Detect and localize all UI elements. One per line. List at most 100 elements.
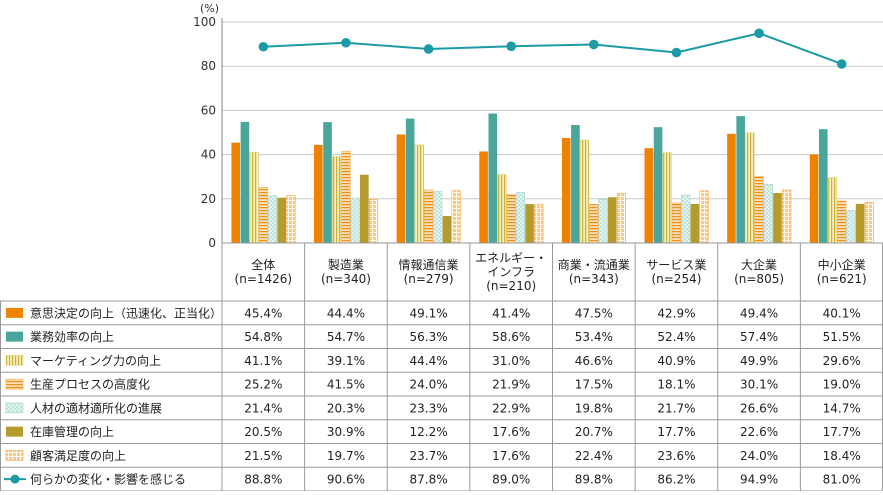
bar-3-2 [332, 156, 342, 244]
legend-swatch-3 [5, 355, 24, 366]
table-cell-5-5: 19.8% [575, 401, 613, 415]
legend-label-7: 顧客満足度の向上 [30, 448, 126, 463]
table-cell-3-4: 31.0% [492, 354, 530, 368]
legend-swatch-4 [5, 378, 24, 390]
table-cell-4-2: 41.5% [327, 378, 365, 392]
bar-6-5 [607, 197, 617, 243]
y-tick-label: 40 [201, 148, 216, 162]
table-cell-8-7: 94.9% [740, 473, 778, 487]
table-cell-6-7: 22.6% [740, 425, 778, 439]
bar-6-7 [773, 193, 782, 243]
table-cell-1-5: 47.5% [575, 306, 613, 320]
table-cell-6-5: 20.7% [575, 425, 613, 439]
bar-1-1 [231, 142, 241, 243]
bar-1-8 [809, 154, 819, 243]
table-cell-8-4: 89.0% [492, 473, 530, 487]
line-point-6 [671, 47, 682, 58]
table-cell-7-3: 23.7% [410, 449, 448, 463]
table-cell-5-8: 14.7% [823, 401, 861, 415]
bar-4-6 [671, 202, 682, 244]
legend-label-6: 在庫管理の向上 [30, 424, 114, 439]
bar-7-2 [368, 199, 379, 244]
table-cell-7-8: 18.4% [823, 449, 861, 463]
category-label-6: サービス業(n=254) [646, 258, 706, 286]
bar-3-5 [580, 139, 590, 244]
bar-3-4 [497, 174, 507, 244]
table-cell-7-5: 22.4% [575, 449, 613, 463]
bar-1-6 [644, 148, 654, 243]
table-cell-3-3: 44.4% [410, 354, 448, 368]
bar-3-8 [827, 177, 838, 244]
legend-label-8: 何らかの変化・影響を感じる [30, 472, 186, 487]
table-cell-4-7: 30.1% [740, 378, 778, 392]
table-cell-4-5: 17.5% [575, 378, 613, 392]
bar-5-1 [267, 195, 278, 244]
y-unit-label: (%) [200, 2, 219, 15]
table-cell-4-3: 24.0% [410, 378, 448, 392]
bar-2-7 [736, 116, 745, 243]
bar-7-5 [616, 193, 627, 244]
bar-1-5 [561, 138, 571, 243]
table-cell-3-5: 46.6% [575, 354, 613, 368]
bar-5-4 [515, 192, 525, 244]
table-cell-1-3: 49.1% [410, 306, 448, 320]
legend-swatch-2 [6, 331, 23, 342]
table-cell-7-4: 17.6% [492, 449, 530, 463]
table-cell-3-2: 39.1% [327, 354, 365, 368]
table-cell-5-6: 21.7% [657, 401, 695, 415]
category-label-7: 大企業(n=805) [734, 257, 784, 286]
legend-swatch-6 [6, 426, 23, 437]
line-point-7 [754, 28, 764, 39]
table-cell-2-8: 51.5% [823, 330, 861, 344]
bar-4-4 [506, 194, 516, 244]
line-point-5 [589, 39, 599, 50]
table-cell-3-7: 49.9% [740, 354, 778, 368]
table-cell-8-3: 87.8% [410, 473, 448, 487]
bar-2-5 [571, 124, 580, 243]
bar-7-4 [534, 203, 544, 244]
bar-5-8 [846, 210, 856, 244]
legend-label-2: 業務効率の向上 [30, 329, 114, 344]
bar-4-3 [423, 189, 434, 244]
table-cell-6-6: 17.7% [657, 425, 695, 439]
table-cell-5-7: 26.6% [740, 401, 778, 415]
table-cell-8-5: 89.8% [575, 473, 613, 487]
bar-2-2 [323, 122, 332, 243]
table-cell-3-8: 29.6% [823, 354, 861, 368]
table-cell-8-8: 81.0% [823, 473, 861, 487]
bar-6-4 [525, 204, 534, 243]
bar-1-4 [479, 151, 488, 243]
bar-6-2 [360, 174, 369, 243]
bar-1-3 [396, 134, 406, 243]
line-point-3 [423, 44, 434, 54]
table-cell-6-2: 30.9% [327, 425, 365, 439]
bar-3-1 [249, 151, 259, 244]
table-cell-5-3: 23.3% [410, 401, 448, 415]
bar-4-2 [341, 150, 351, 244]
y-tick-label: 100 [193, 15, 216, 29]
table-cell-4-8: 19.0% [823, 378, 861, 392]
category-label-3: 情報通信業(n=279) [399, 258, 459, 286]
bar-7-3 [451, 190, 461, 244]
bar-5-3 [433, 191, 443, 244]
bar-7-7 [782, 189, 792, 244]
bar-2-1 [240, 121, 250, 243]
legend-label-4: 生産プロセスの高度化 [30, 377, 150, 392]
line-point-1 [258, 41, 269, 52]
legend-marker-swatch [10, 474, 20, 484]
table-cell-8-2: 90.6% [327, 473, 365, 487]
table-cell-7-1: 21.5% [244, 449, 282, 463]
bar-2-6 [653, 127, 663, 243]
table-cell-5-4: 22.9% [492, 401, 530, 415]
bar-1-7 [727, 133, 736, 243]
category-label-8: 中小企業(n=621) [817, 257, 867, 286]
table-cell-7-2: 19.7% [327, 449, 365, 463]
table-cell-2-3: 56.3% [410, 330, 448, 344]
table-cell-7-7: 24.0% [740, 449, 778, 463]
y-tick-label: 60 [201, 103, 216, 117]
bar-5-6 [681, 194, 691, 244]
table-cell-7-6: 23.6% [657, 449, 695, 463]
bar-6-3 [442, 216, 452, 243]
bar-4-5 [589, 204, 599, 244]
